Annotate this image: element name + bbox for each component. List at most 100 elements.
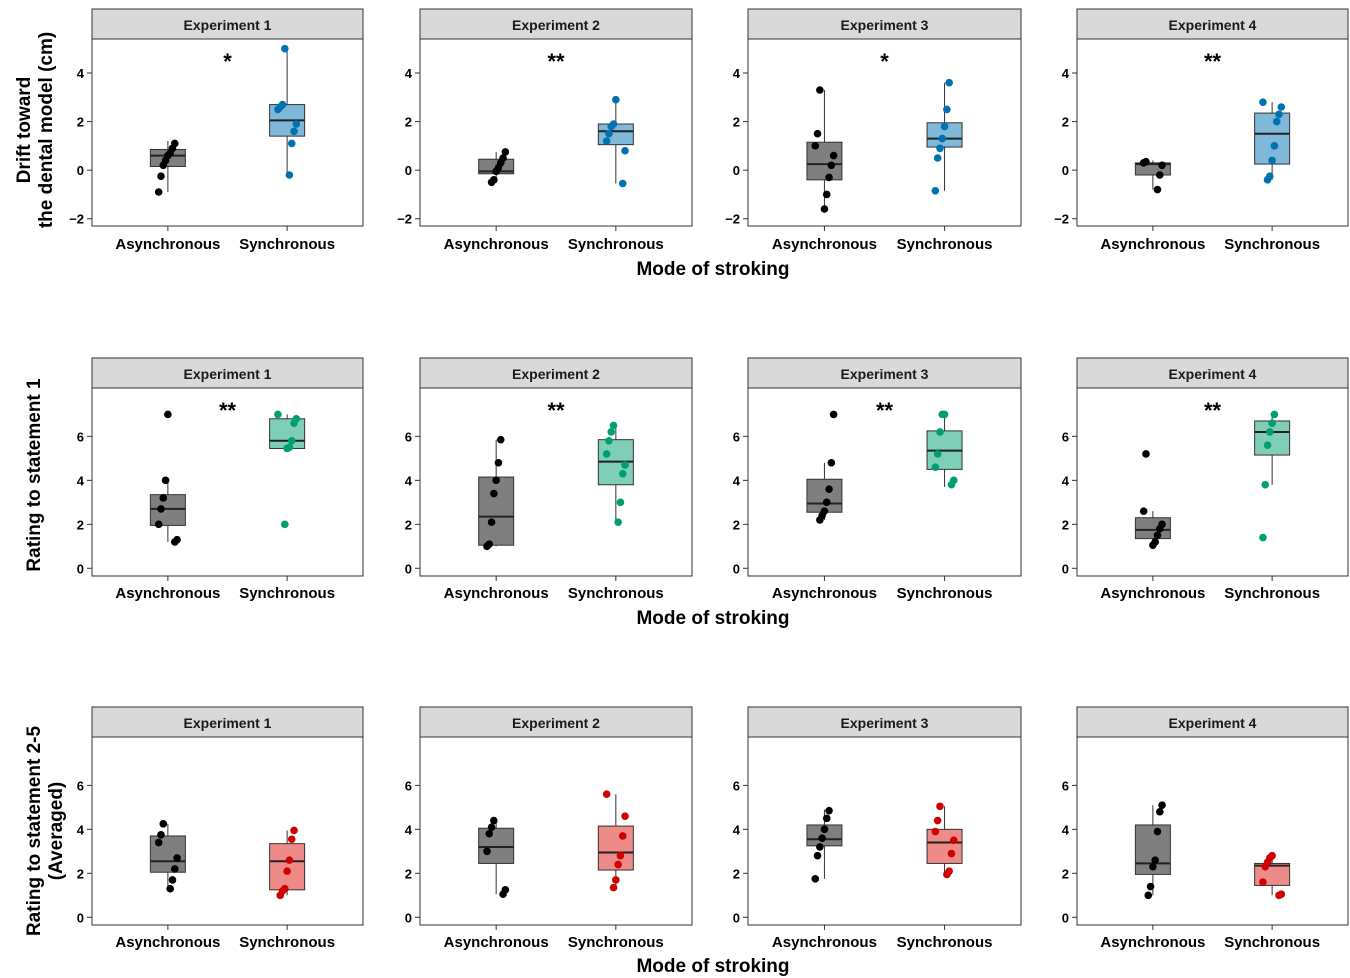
data-point (943, 105, 951, 114)
x-tick-label: Synchronous (897, 585, 993, 602)
panel-frame (91, 38, 364, 227)
data-point (933, 154, 942, 162)
data-point (492, 476, 500, 485)
facet-strip (1076, 8, 1349, 40)
data-point (164, 410, 172, 419)
data-point (820, 507, 829, 515)
y-tick-label: 6 (77, 429, 84, 444)
data-point (1153, 827, 1162, 836)
data-point (490, 176, 498, 184)
y-tick-label: 4 (405, 473, 413, 488)
data-point (170, 865, 179, 873)
data-point (829, 151, 838, 160)
facet-strip (747, 706, 1022, 738)
data-point (487, 518, 496, 526)
data-point (166, 884, 174, 893)
data-point (609, 421, 618, 430)
data-point (1142, 450, 1150, 458)
data-point (170, 139, 179, 148)
x-tick-label: Synchronous (568, 934, 664, 951)
x-tick-label: Asynchronous (1100, 934, 1205, 951)
data-point (931, 827, 940, 836)
y-tick-label: 2 (405, 866, 412, 881)
data-point (1139, 507, 1148, 515)
data-point (947, 849, 956, 858)
data-point (501, 886, 510, 894)
y-axis-title: Drift toward (14, 77, 35, 184)
data-point (290, 127, 298, 136)
panel-experiment-1: Experiment 1 0 2 4 6 Asynchronous Synchronous (77, 706, 364, 951)
data-point (949, 476, 958, 485)
data-point (933, 450, 942, 458)
data-point (159, 494, 168, 502)
significance-marker: ** (547, 398, 565, 423)
data-point (1155, 171, 1164, 179)
y-tick-label: 0 (1062, 163, 1069, 178)
data-point (1275, 110, 1283, 119)
data-point (1158, 161, 1166, 170)
y-tick-label: 0 (405, 910, 412, 925)
y-tick-label: 2 (405, 115, 412, 130)
data-point (822, 814, 831, 823)
facet-title: Experiment 2 (512, 715, 600, 731)
data-point (485, 540, 494, 548)
x-tick-label: Asynchronous (115, 934, 220, 951)
y-tick-label: 6 (1062, 429, 1069, 444)
data-point (1266, 172, 1274, 181)
y-axis-title: Rating to statement 2-5 (24, 726, 45, 937)
data-point (159, 820, 168, 828)
y-tick-label: 0 (1062, 910, 1069, 925)
x-tick-label: Asynchronous (1100, 236, 1205, 253)
data-point (936, 144, 944, 153)
box-asynchronous: Asynchronous (1100, 450, 1205, 602)
data-point (161, 476, 170, 485)
data-point (607, 428, 616, 436)
data-point (820, 205, 829, 213)
x-tick-label: Asynchronous (772, 934, 877, 951)
panel-frame (1076, 38, 1349, 227)
data-point (931, 186, 940, 195)
data-point (274, 410, 282, 419)
data-point (822, 498, 831, 507)
data-point (618, 469, 627, 478)
facet-title: Experiment 2 (512, 366, 600, 382)
y-tick-label: −2 (69, 212, 84, 227)
panel-frame (91, 387, 364, 577)
y-tick-label: 0 (77, 910, 84, 925)
data-point (499, 154, 507, 162)
y-tick-label: 4 (1062, 473, 1070, 488)
facet-strip (747, 357, 1022, 389)
facet-title: Experiment 3 (841, 366, 929, 382)
box-asynchronous: Asynchronous (444, 435, 549, 602)
data-point (618, 179, 627, 188)
data-point (614, 518, 622, 526)
significance-marker: ** (1204, 49, 1222, 74)
data-point (825, 806, 833, 815)
panel-frame (419, 387, 693, 577)
data-point (490, 489, 498, 498)
y-tick-label: 0 (77, 561, 84, 576)
box-synchronous: Synchronous (239, 410, 335, 602)
data-point (1261, 480, 1270, 489)
data-point (281, 520, 289, 529)
data-point (816, 86, 824, 94)
data-point (616, 498, 625, 507)
data-point (938, 134, 947, 143)
y-tick-label: 4 (1062, 66, 1070, 81)
chart-row-3: Rating to statement 2-5 (Averaged) Experim… (24, 706, 1349, 977)
iqr-box (149, 494, 186, 526)
y-tick-label: 6 (1062, 778, 1069, 793)
x-tick-label: Synchronous (239, 934, 335, 951)
x-tick-label: Synchronous (1224, 934, 1320, 951)
y-axis-title: (Averaged) (46, 782, 67, 881)
data-point (483, 847, 491, 856)
data-point (1146, 882, 1155, 891)
data-point (1259, 878, 1267, 886)
panel-experiment-4: Experiment 4 −2 0 2 4 Asynchronous Synchronous… (1054, 8, 1349, 253)
data-point (825, 485, 833, 493)
box-synchronous: Synchronous (1224, 410, 1320, 602)
data-point (173, 854, 181, 862)
data-point (811, 875, 820, 883)
data-point (949, 836, 958, 845)
